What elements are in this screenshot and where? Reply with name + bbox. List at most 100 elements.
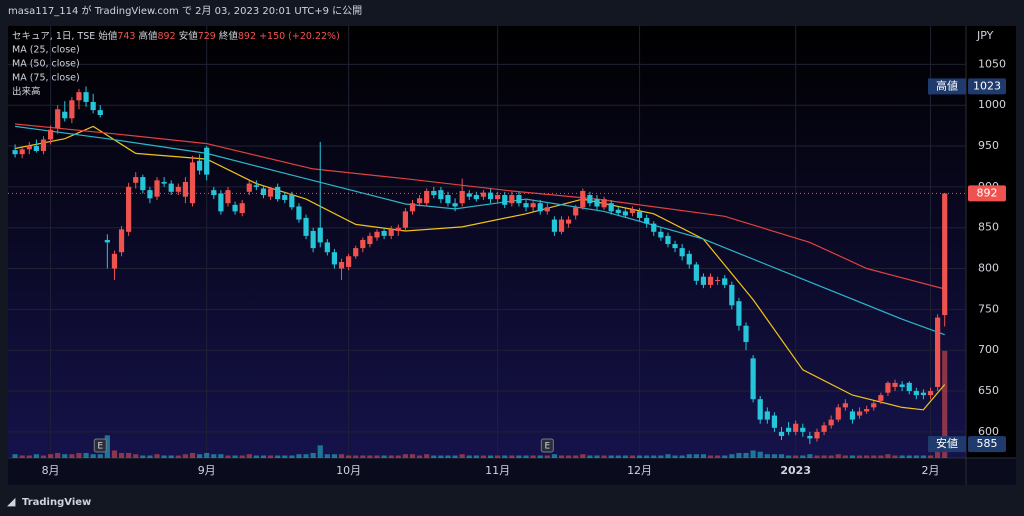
volume-bar xyxy=(338,454,345,458)
volume-bar xyxy=(601,455,607,458)
candle-body xyxy=(636,211,643,218)
volume-bar xyxy=(438,455,444,458)
volume-bar xyxy=(168,455,174,458)
candle-body xyxy=(580,190,586,208)
volume-bar xyxy=(594,455,600,458)
candle-body xyxy=(97,110,103,116)
plot-background xyxy=(8,26,966,458)
volume-bar xyxy=(658,455,664,458)
volume-bar xyxy=(353,455,359,458)
candle-body xyxy=(707,276,714,285)
candle-body xyxy=(651,223,657,232)
volume-bar xyxy=(424,454,430,458)
candle-body xyxy=(537,203,543,212)
volume-bar xyxy=(736,452,742,458)
legend-change: +150 (+20.22%) xyxy=(259,31,340,42)
candle-body xyxy=(871,403,877,408)
volume-bar xyxy=(388,455,394,458)
volume-bar xyxy=(140,455,146,458)
candle-body xyxy=(566,219,572,224)
candle-body xyxy=(260,188,267,196)
volume-bar xyxy=(473,455,479,458)
volume-bar xyxy=(771,454,777,458)
candle-body xyxy=(849,411,856,420)
volume-bar xyxy=(395,455,401,458)
volume-bar xyxy=(885,454,891,458)
marker-value: 585 xyxy=(977,437,998,450)
volume-bar xyxy=(608,455,614,458)
volume-bar xyxy=(906,455,912,458)
candle-body xyxy=(289,195,295,208)
volume-bar xyxy=(360,455,366,458)
candle-body xyxy=(445,195,451,204)
volume-bar xyxy=(147,455,153,458)
marker-value-box xyxy=(968,78,1006,95)
candle-body xyxy=(715,279,721,281)
candle-body xyxy=(438,190,444,200)
candle-body xyxy=(551,219,558,232)
candle-body xyxy=(516,195,522,204)
candle-body xyxy=(104,239,110,243)
volume-bar xyxy=(793,455,799,458)
marker-name: 高値 xyxy=(936,78,958,92)
volume-bar xyxy=(111,450,118,458)
volume-bar xyxy=(76,452,82,458)
candle-body xyxy=(722,278,728,285)
candle-body xyxy=(395,227,401,231)
candle-body xyxy=(913,391,919,396)
volume-bar xyxy=(757,451,763,458)
volume-bar xyxy=(303,454,309,458)
candle-body xyxy=(211,190,217,196)
legend-ohlc-value: 892 xyxy=(238,31,256,42)
legend-indicator: MA (75, close) xyxy=(12,73,80,84)
candle-body xyxy=(495,195,501,200)
candle-body xyxy=(303,217,309,236)
candle-body xyxy=(942,193,948,316)
volume-bar xyxy=(317,445,323,458)
volume-bar xyxy=(232,455,238,458)
y-tick-label: 600 xyxy=(978,425,999,438)
volume-bar xyxy=(189,452,196,458)
volume-bar xyxy=(629,455,636,458)
volume-bar xyxy=(722,455,728,458)
candle-body xyxy=(665,235,671,245)
candle-body xyxy=(253,185,259,187)
candle-body xyxy=(480,192,487,197)
candle-body xyxy=(842,403,848,408)
volume-bar xyxy=(814,455,820,458)
volume-bar xyxy=(544,455,550,458)
volume-bar xyxy=(225,455,231,458)
legend-ohlc-label: 安値 xyxy=(179,30,199,42)
candle-body xyxy=(346,256,352,267)
moving-average-line xyxy=(15,123,945,290)
volume-bar xyxy=(920,455,927,458)
y-tick-label: 950 xyxy=(978,139,999,152)
volume-bar xyxy=(282,455,288,458)
legend-ohlc-value: 892 xyxy=(158,31,176,42)
x-tick-label: 10月 xyxy=(336,464,361,477)
marker-value: 1023 xyxy=(973,79,1001,92)
volume-bar xyxy=(750,450,756,458)
currency: JPY xyxy=(976,29,994,42)
candle-body xyxy=(182,181,189,197)
moving-average-line xyxy=(15,125,945,336)
y-tick-label: 1000 xyxy=(978,98,1006,111)
candle-body xyxy=(892,382,898,387)
candle-body xyxy=(69,100,75,119)
volume-bar xyxy=(104,435,110,458)
volume-bar xyxy=(622,455,628,458)
y-tick-label: 650 xyxy=(978,384,999,397)
volume-bar xyxy=(246,454,252,458)
candle-body xyxy=(126,186,132,232)
candle-body xyxy=(821,425,827,432)
x-tick-label: 12月 xyxy=(627,464,652,477)
candle-body xyxy=(679,248,685,257)
legend-indicator: 出来高 xyxy=(12,86,41,98)
candle-body xyxy=(785,427,792,432)
volume-bar xyxy=(289,455,295,458)
candle-body xyxy=(204,147,210,175)
x-tick-label: 11月 xyxy=(485,464,510,477)
close-price-box xyxy=(968,185,1006,202)
candle-body xyxy=(175,186,181,192)
